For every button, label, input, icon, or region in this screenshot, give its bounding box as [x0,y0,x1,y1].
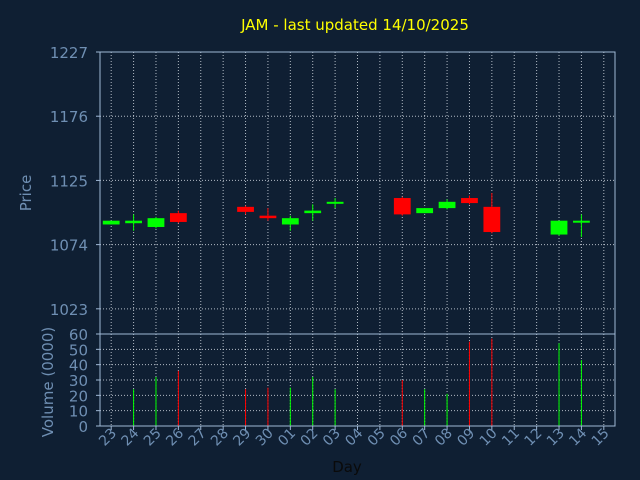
volume-tick-label: 0 [78,418,88,436]
candle-body [281,218,299,225]
volume-tick-label: 60 [69,326,88,344]
candle-body [259,215,277,219]
x-axis: 2324252627282930010203040506070809101112… [96,425,613,449]
candle-body [573,220,590,223]
volume-tick-label: 30 [69,372,88,390]
candle-body [304,210,322,214]
price-axis: 1023 1074 1125 1176 1227 [50,44,100,319]
price-tick-label: 1125 [50,172,88,190]
chart-title: JAM - last updated 14/10/2025 [240,16,469,34]
candle-body [416,208,434,214]
price-tick-label: 1023 [50,301,88,319]
price-axis-label: Price [17,175,35,212]
candle-body [237,206,254,212]
volume-tick-label: 10 [69,403,88,421]
volume-tick-label: 20 [69,387,88,405]
candle-body [483,206,501,233]
candle-body [550,220,568,235]
price-tick-label: 1074 [50,237,88,255]
candle-body [102,220,120,225]
candle-body [147,218,165,227]
volume-tick-label: 50 [69,341,88,359]
candle-body [461,198,478,204]
volume-axis-label: Volume (0000) [39,327,57,437]
price-grid [100,51,615,334]
price-tick-label: 1227 [50,44,88,62]
candle-body [438,201,456,209]
candles [102,193,590,238]
candle-body [169,213,187,222]
candle-body [326,201,344,204]
candle-body [125,220,142,224]
x-axis-label: Day [332,458,362,476]
price-tick-label: 1176 [50,108,88,126]
candle-body [393,198,411,215]
volume-bars [133,338,582,426]
volume-tick-label: 40 [69,357,88,375]
